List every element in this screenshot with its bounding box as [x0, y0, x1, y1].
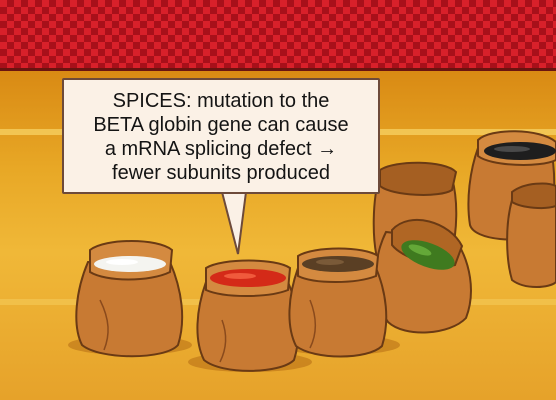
callout-line: fewer subunits produced [112, 162, 330, 184]
callout-line: a mRNA splicing defect → [104, 138, 338, 160]
red-spice-sack [196, 259, 300, 372]
callout-tail [220, 191, 248, 255]
callout-line: SPICES: mutation to the [112, 90, 330, 112]
white-spice-sack [75, 240, 184, 358]
green-spice-sack [374, 219, 472, 334]
empty-sack [506, 182, 556, 288]
brown-spice-sack [288, 247, 388, 358]
checkered-awning [0, 0, 556, 71]
callout-line: BETA globin gene can cause [93, 114, 349, 136]
spices-callout: SPICES: mutation to the BETA globin gene… [62, 78, 380, 194]
